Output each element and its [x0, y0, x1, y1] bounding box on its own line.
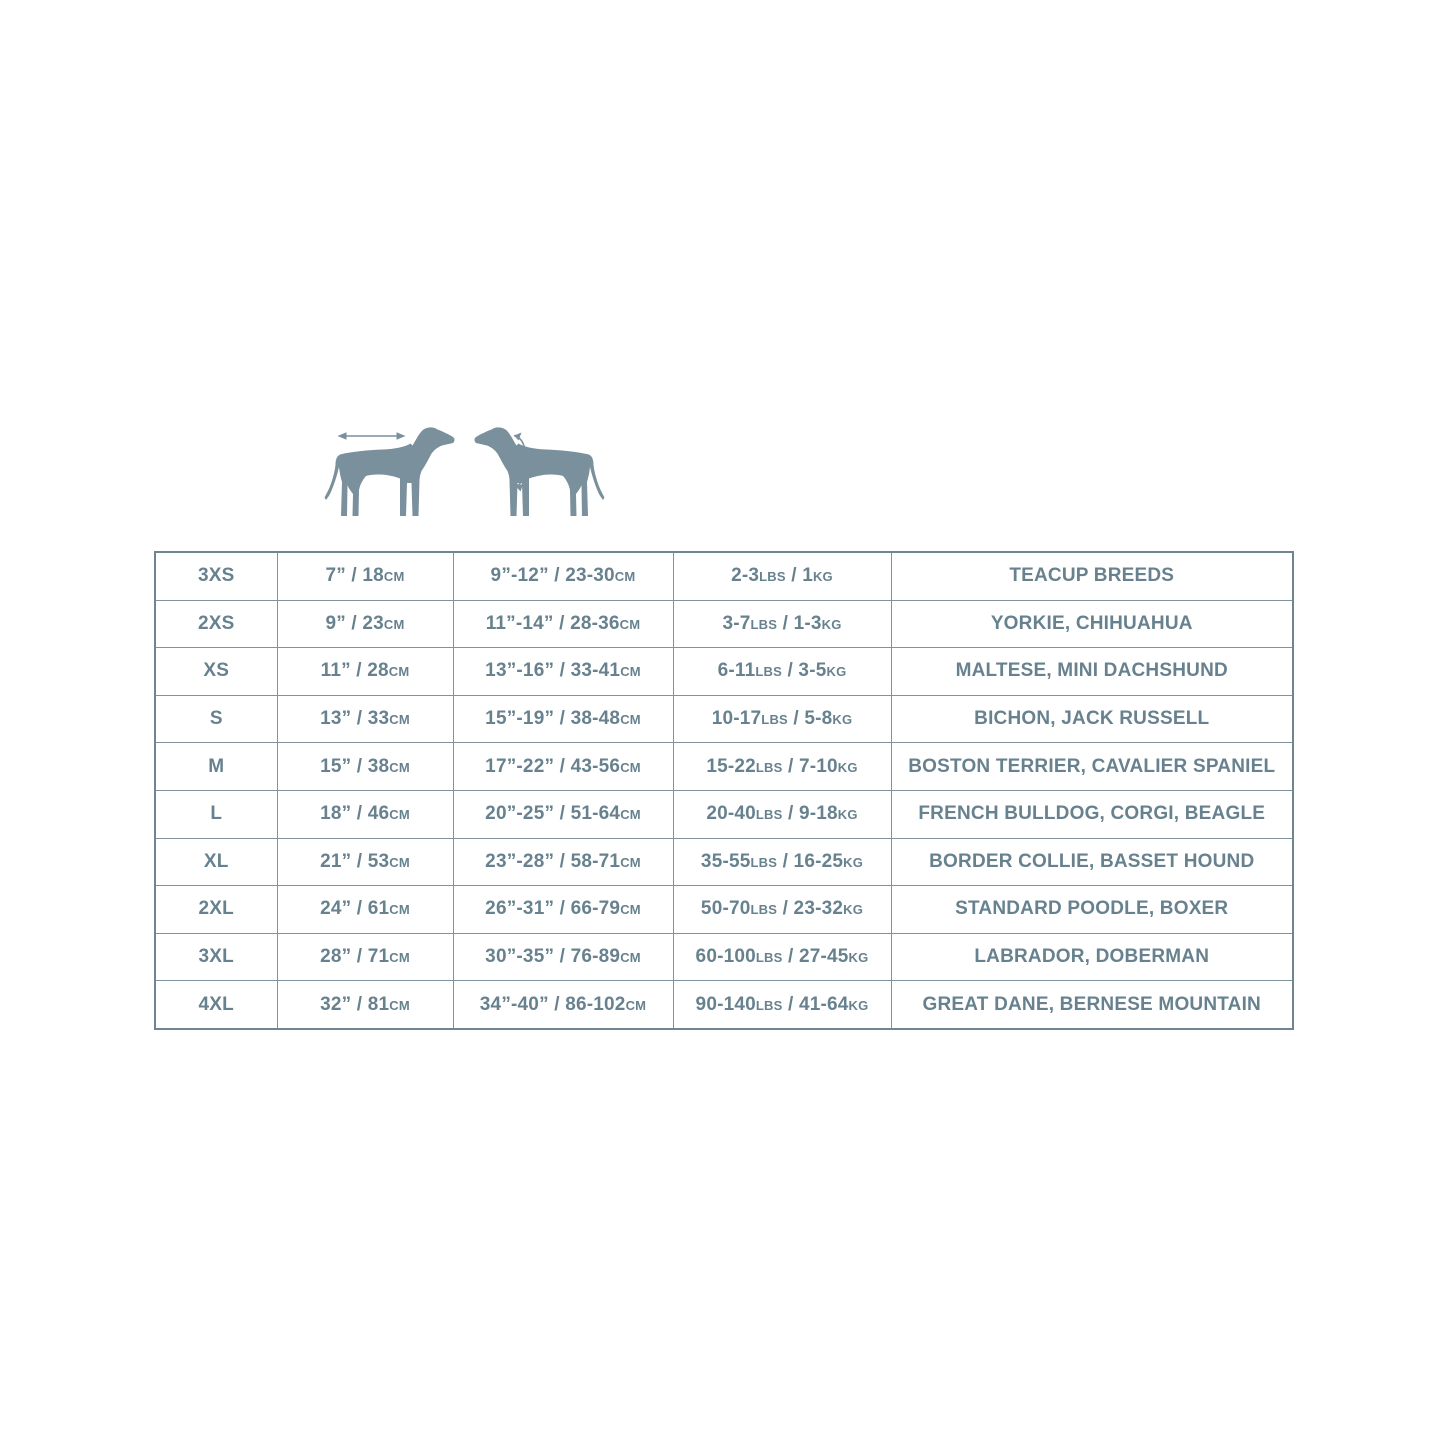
- chest-girth-cell: 13”-16” / 33-41cm: [452, 647, 674, 696]
- table-row: XS 11” / 28cm 13”-16” / 33-41cm 6-11lbs …: [154, 647, 1294, 696]
- breeds-cell: MALTESE, MINI DACHSHUND: [890, 647, 1294, 696]
- chest-girth-dog-icon: [474, 427, 605, 516]
- chest-girth-cell: 20”-25” / 51-64cm: [452, 789, 674, 839]
- weight-cell: 10-17lbs / 5-8kg: [672, 694, 892, 744]
- size-cell: 2XL: [154, 885, 278, 934]
- breeds-cell: BORDER COLLIE, BASSET HOUND: [890, 837, 1294, 887]
- breeds-cell: STANDARD POODLE, BOXER: [890, 885, 1294, 934]
- table-row: 2XL 24” / 61cm 26”-31” / 66-79cm 50-70lb…: [154, 885, 1294, 934]
- back-length-cell: 24” / 61cm: [276, 885, 454, 934]
- table-row: 3XS 7” / 18cm 9”-12” / 23-30cm 2-3lbs / …: [154, 551, 1294, 601]
- size-cell: XL: [154, 837, 278, 887]
- size-cell: XS: [154, 647, 278, 696]
- chest-girth-cell: 26”-31” / 66-79cm: [452, 885, 674, 934]
- table-row: 4XL 32” / 81cm 34”-40” / 86-102cm 90-140…: [154, 980, 1294, 1030]
- breeds-cell: BICHON, JACK RUSSELL: [890, 694, 1294, 744]
- chest-girth-cell: 15”-19” / 38-48cm: [452, 694, 674, 744]
- table-row: S 13” / 33cm 15”-19” / 38-48cm 10-17lbs …: [154, 694, 1294, 744]
- weight-cell: 35-55lbs / 16-25kg: [672, 837, 892, 887]
- chest-girth-cell: 30”-35” / 76-89cm: [452, 932, 674, 982]
- breeds-cell: GREAT DANE, BERNESE MOUNTAIN: [890, 980, 1294, 1030]
- back-length-cell: 32” / 81cm: [276, 980, 454, 1030]
- size-cell: L: [154, 789, 278, 839]
- chest-girth-cell: 23”-28” / 58-71cm: [452, 837, 674, 887]
- table-row: L 18” / 46cm 20”-25” / 51-64cm 20-40lbs …: [154, 789, 1294, 839]
- table-row: 3XL 28” / 71cm 30”-35” / 76-89cm 60-100l…: [154, 932, 1294, 982]
- breeds-cell: FRENCH BULLDOG, CORGI, BEAGLE: [890, 789, 1294, 839]
- weight-cell: 6-11lbs / 3-5kg: [672, 647, 892, 696]
- weight-cell: 90-140lbs / 41-64kg: [672, 980, 892, 1030]
- table-row: XL 21” / 53cm 23”-28” / 58-71cm 35-55lbs…: [154, 837, 1294, 887]
- back-length-cell: 7” / 18cm: [276, 551, 454, 601]
- size-cell: S: [154, 694, 278, 744]
- back-length-cell: 21” / 53cm: [276, 837, 454, 887]
- weight-cell: 15-22lbs / 7-10kg: [672, 742, 892, 791]
- breeds-cell: BOSTON TERRIER, CAVALIER SPANIEL: [890, 742, 1294, 791]
- back-length-cell: 9” / 23cm: [276, 599, 454, 649]
- size-cell: 4XL: [154, 980, 278, 1030]
- size-cell: 3XL: [154, 932, 278, 982]
- weight-cell: 20-40lbs / 9-18kg: [672, 789, 892, 839]
- chest-girth-arrow-icon: [513, 432, 527, 492]
- chest-girth-cell: 17”-22” / 43-56cm: [452, 742, 674, 791]
- back-length-cell: 11” / 28cm: [276, 647, 454, 696]
- size-cell: 3XS: [154, 551, 278, 601]
- weight-cell: 60-100lbs / 27-45kg: [672, 932, 892, 982]
- breeds-cell: TEACUP BREEDS: [890, 551, 1294, 601]
- table-row: M 15” / 38cm 17”-22” / 43-56cm 15-22lbs …: [154, 742, 1294, 791]
- chest-girth-cell: 34”-40” / 86-102cm: [452, 980, 674, 1030]
- back-length-cell: 15” / 38cm: [276, 742, 454, 791]
- breeds-cell: LABRADOR, DOBERMAN: [890, 932, 1294, 982]
- weight-cell: 2-3lbs / 1kg: [672, 551, 892, 601]
- size-cell: M: [154, 742, 278, 791]
- back-length-cell: 28” / 71cm: [276, 932, 454, 982]
- chest-girth-cell: 11”-14” / 28-36cm: [452, 599, 674, 649]
- size-chart-table: 3XS 7” / 18cm 9”-12” / 23-30cm 2-3lbs / …: [154, 551, 1294, 1030]
- back-length-cell: 18” / 46cm: [276, 789, 454, 839]
- weight-cell: 3-7lbs / 1-3kg: [672, 599, 892, 649]
- table-row: 2XS 9” / 23cm 11”-14” / 28-36cm 3-7lbs /…: [154, 599, 1294, 649]
- breeds-cell: YORKIE, CHIHUAHUA: [890, 599, 1294, 649]
- back-length-cell: 13” / 33cm: [276, 694, 454, 744]
- back-length-arrow-icon: [337, 432, 406, 440]
- back-length-dog-icon: [324, 427, 455, 516]
- chest-girth-cell: 9”-12” / 23-30cm: [452, 551, 674, 601]
- weight-cell: 50-70lbs / 23-32kg: [672, 885, 892, 934]
- size-cell: 2XS: [154, 599, 278, 649]
